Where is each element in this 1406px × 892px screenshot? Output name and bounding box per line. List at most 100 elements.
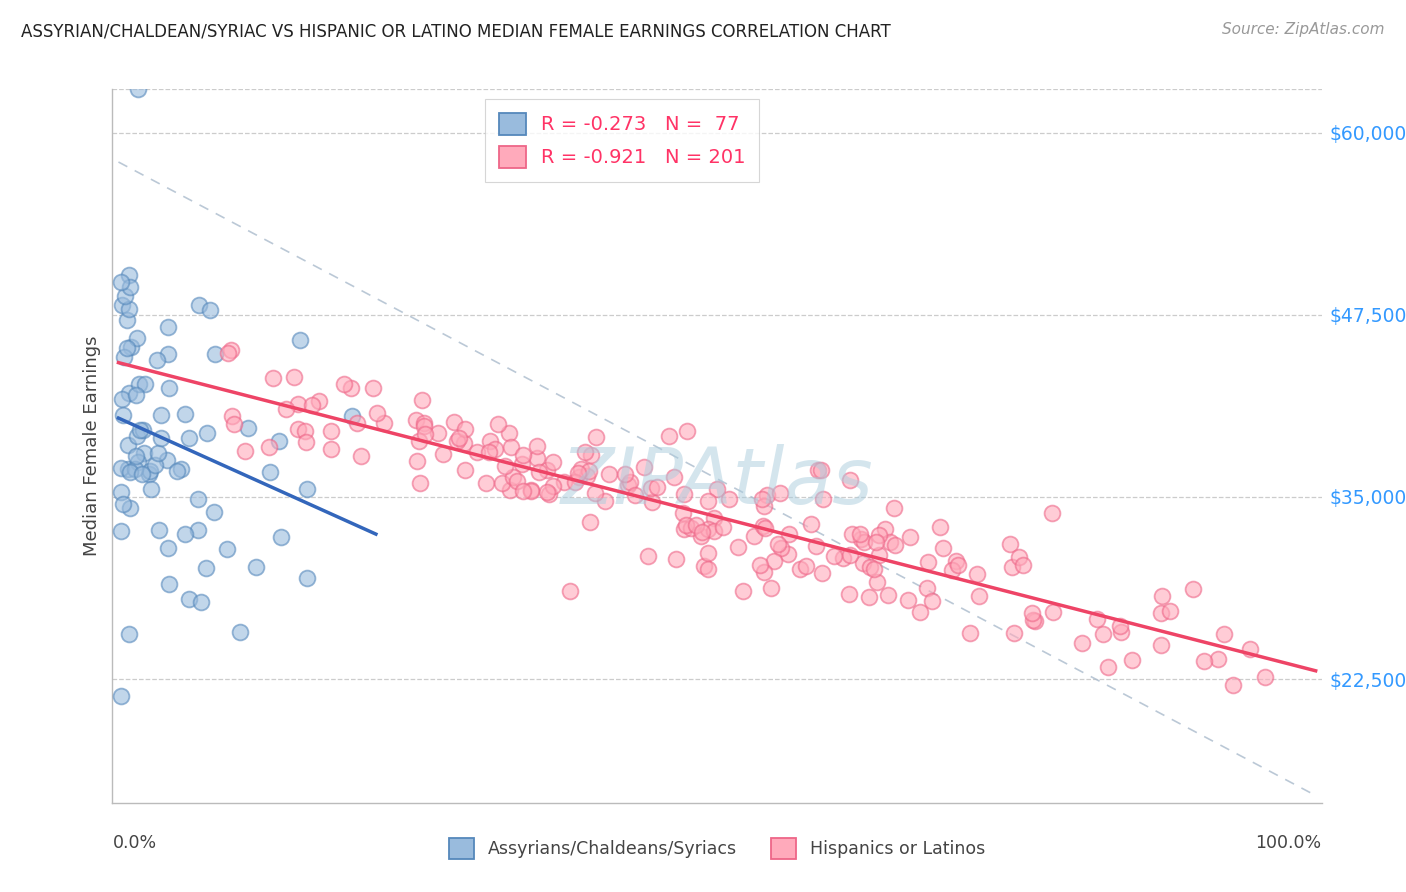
Point — [998, 537, 1021, 551]
Point — [115, 313, 138, 327]
Point — [187, 491, 209, 506]
Point — [138, 464, 160, 478]
Point — [898, 530, 921, 544]
Point — [526, 439, 548, 453]
Point — [156, 320, 179, 334]
Point — [149, 431, 172, 445]
Point — [613, 467, 636, 481]
Point — [413, 427, 436, 442]
Point — [672, 506, 695, 520]
Point — [1109, 625, 1132, 640]
Point — [150, 408, 173, 422]
Text: ZIPAtlas: ZIPAtlas — [561, 443, 873, 520]
Point — [118, 386, 141, 401]
Point — [138, 467, 160, 481]
Point — [217, 346, 239, 360]
Point — [426, 426, 449, 441]
Point — [112, 409, 135, 423]
Point — [498, 426, 520, 441]
Point — [512, 483, 534, 498]
Point — [583, 486, 606, 500]
Point — [267, 434, 290, 448]
Point — [143, 458, 166, 472]
Point — [884, 538, 907, 552]
Point — [340, 409, 363, 424]
Text: ASSYRIAN/CHALDEAN/SYRIAC VS HISPANIC OR LATINO MEDIAN FEMALE EARNINGS CORRELATIO: ASSYRIAN/CHALDEAN/SYRIAC VS HISPANIC OR … — [21, 22, 891, 40]
Point — [749, 558, 772, 573]
Point — [575, 469, 598, 483]
Point — [319, 425, 342, 439]
Point — [215, 541, 238, 556]
Point — [478, 444, 501, 458]
Point — [146, 446, 169, 460]
Point — [134, 376, 156, 391]
Point — [759, 581, 782, 595]
Point — [432, 447, 454, 461]
Point — [690, 524, 713, 539]
Point — [807, 463, 830, 477]
Point — [706, 482, 728, 496]
Point — [619, 475, 641, 489]
Point — [118, 268, 141, 282]
Point — [585, 430, 607, 444]
Point — [117, 302, 139, 317]
Point — [681, 521, 703, 535]
Point — [804, 539, 827, 553]
Point — [117, 462, 139, 476]
Point — [127, 82, 149, 96]
Point — [1121, 653, 1143, 667]
Point — [896, 592, 918, 607]
Point — [623, 488, 645, 502]
Point — [270, 530, 292, 544]
Point — [838, 548, 860, 562]
Point — [111, 392, 134, 406]
Point — [1108, 619, 1130, 633]
Point — [697, 546, 720, 560]
Point — [1001, 559, 1024, 574]
Point — [664, 551, 686, 566]
Point — [156, 347, 179, 361]
Point — [132, 423, 155, 437]
Text: 100.0%: 100.0% — [1256, 834, 1322, 852]
Point — [1085, 612, 1108, 626]
Point — [800, 517, 823, 532]
Point — [413, 418, 436, 433]
Point — [221, 409, 243, 424]
Point — [637, 549, 659, 564]
Point — [967, 589, 990, 603]
Point — [190, 595, 212, 609]
Point — [110, 689, 132, 703]
Point — [409, 475, 432, 490]
Point — [127, 455, 149, 469]
Point — [839, 474, 862, 488]
Point — [859, 560, 882, 574]
Point — [148, 523, 170, 537]
Point — [124, 462, 146, 476]
Point — [179, 592, 201, 607]
Point — [141, 482, 163, 496]
Point — [641, 495, 664, 509]
Point — [319, 442, 342, 457]
Point — [283, 370, 305, 384]
Point — [633, 459, 655, 474]
Point — [350, 450, 373, 464]
Point — [744, 529, 766, 543]
Point — [1097, 659, 1119, 673]
Point — [512, 449, 534, 463]
Point — [1092, 627, 1115, 641]
Point — [294, 424, 316, 438]
Point — [858, 590, 880, 604]
Point — [274, 402, 297, 417]
Text: 0.0%: 0.0% — [112, 834, 156, 852]
Point — [838, 586, 860, 600]
Point — [569, 462, 592, 476]
Point — [110, 461, 132, 475]
Point — [731, 583, 754, 598]
Point — [865, 534, 887, 549]
Point — [1008, 550, 1031, 565]
Point — [1150, 638, 1173, 652]
Point — [762, 554, 785, 568]
Point — [852, 556, 875, 570]
Point — [453, 435, 475, 450]
Point — [810, 463, 832, 477]
